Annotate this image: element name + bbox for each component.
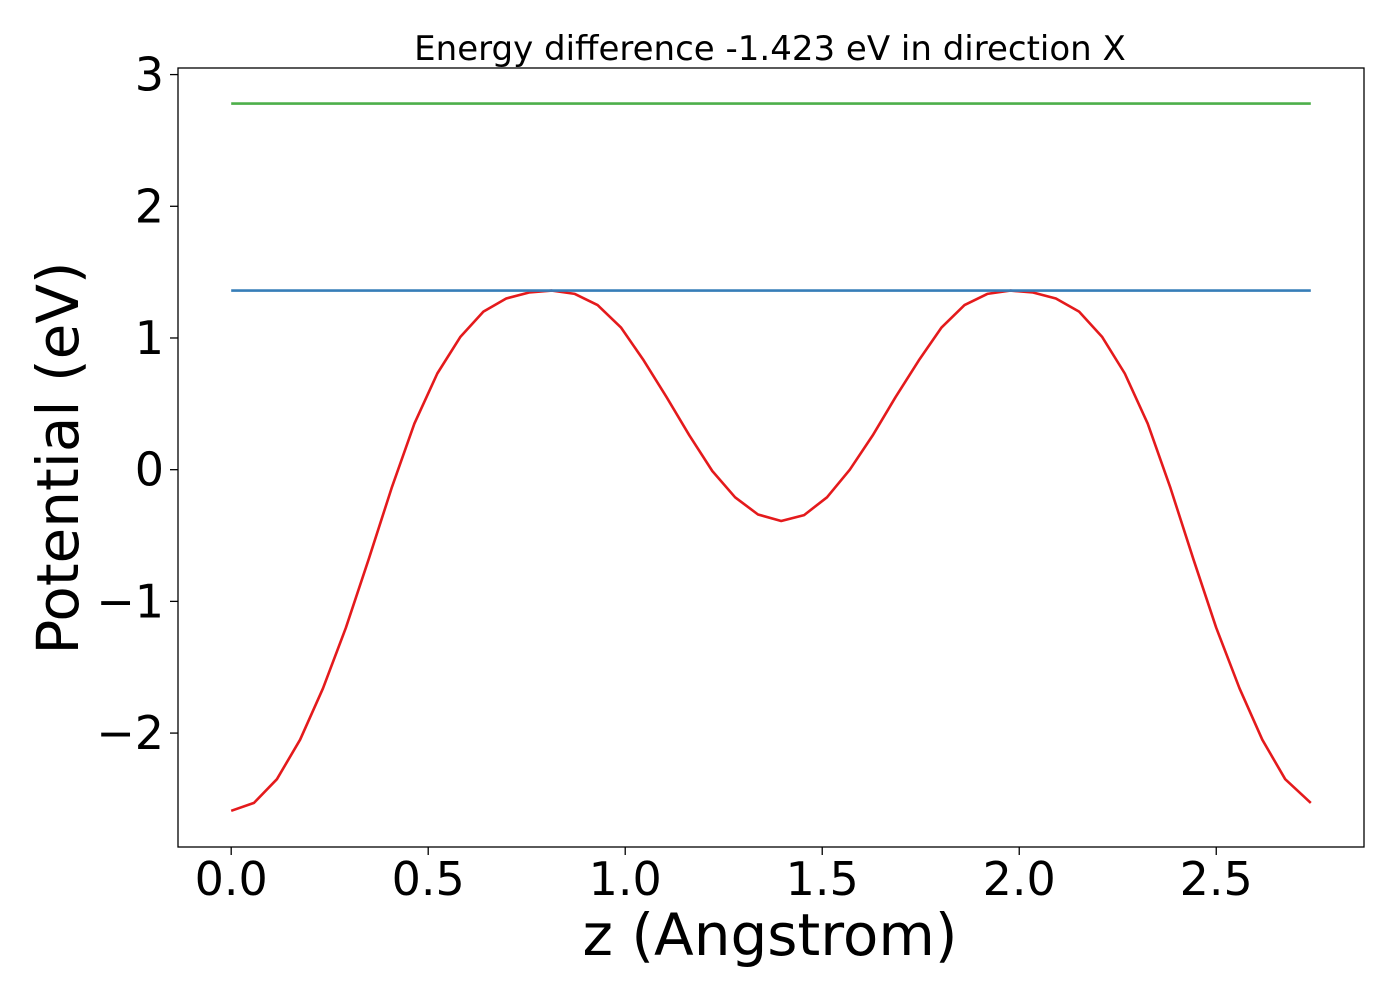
y-axis-label: Potential (eV) (24, 261, 92, 654)
x-tick-label: 2.5 (1180, 852, 1253, 906)
x-tick-label: 1.0 (589, 852, 662, 906)
x-tick-label: 0.5 (392, 852, 465, 906)
y-tick-label: −2 (96, 706, 164, 760)
x-tick-label: 0.0 (195, 852, 268, 906)
y-tick-label: 1 (135, 311, 164, 365)
x-axis-label: z (Angstrom) (583, 901, 958, 969)
x-axis-ticks: 0.0 0.5 1.0 1.5 2.0 2.5 (195, 847, 1253, 906)
plot-area (177, 67, 1365, 848)
series-layer (230, 102, 1312, 813)
x-tick-label: 1.5 (786, 852, 859, 906)
y-tick-label: −1 (96, 574, 164, 628)
y-axis-ticks: −2 −1 0 1 2 3 (96, 48, 178, 760)
y-tick-label: 0 (135, 443, 164, 497)
series-line-1 (230, 289, 1312, 813)
y-tick-label: 2 (135, 179, 164, 233)
chart-title: Energy difference -1.423 eV in direction… (414, 29, 1126, 69)
x-tick-label: 2.0 (983, 852, 1056, 906)
y-tick-label: 3 (135, 48, 164, 102)
